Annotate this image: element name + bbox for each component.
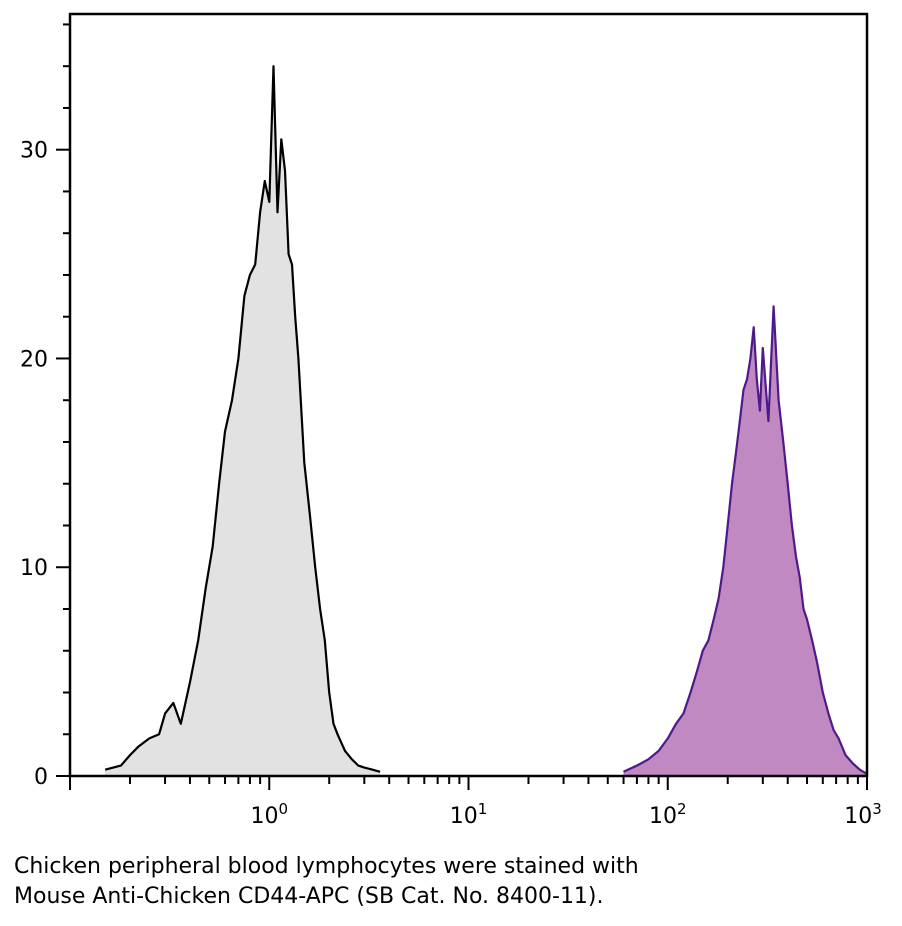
histogram-chart: 0 10 20 30 100 101 102 103: [20, 12, 882, 829]
caption-line-1: Chicken peripheral blood lymphocytes wer…: [14, 854, 639, 879]
x-tick-label: 102: [649, 800, 687, 829]
x-tick-label: 101: [450, 800, 488, 829]
series-layer: [104, 65, 868, 776]
series-line-unstained: [104, 65, 381, 773]
y-tick-label: 0: [34, 765, 48, 790]
x-tick-label: 103: [844, 800, 882, 829]
figure-caption: Chicken peripheral blood lymphocytes wer…: [14, 852, 884, 912]
caption-line-2: Mouse Anti-Chicken CD44-APC (SB Cat. No.…: [14, 884, 604, 909]
y-tick-label: 10: [20, 556, 48, 581]
series-area-cd44-apc: [623, 306, 867, 776]
series-line-cd44-apc: [623, 305, 868, 775]
tick-labels: 0 10 20 30 100 101 102 103: [20, 139, 882, 829]
x-tick-label: 100: [250, 800, 288, 829]
series-area-unstained: [105, 66, 381, 776]
y-tick-label: 30: [20, 139, 48, 164]
axis-ticks: [56, 23, 868, 790]
y-tick-label: 20: [20, 347, 48, 372]
